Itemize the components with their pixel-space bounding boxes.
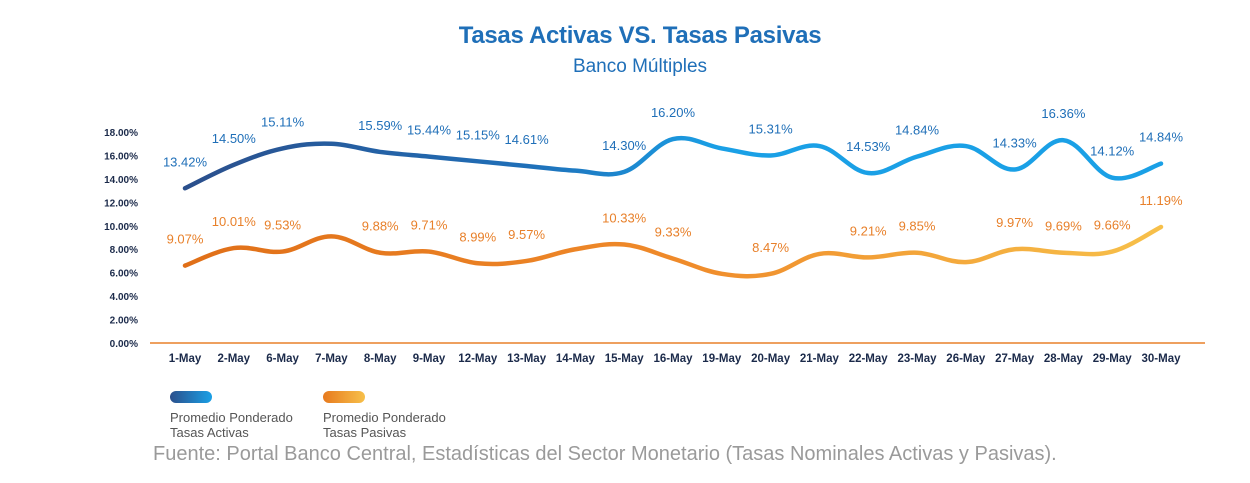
y-axis: 0.00% 2.00% 4.00% 6.00% 8.00% 10.00% 12.00% 14.… [104,128,138,350]
y-tick-label: 10.00% [104,222,138,233]
data-label-activas: 13.42% [163,154,208,169]
data-label-activas: 15.44% [407,123,452,138]
data-label-pasivas: 10.33% [602,211,647,226]
legend-item-pasivas: Promedio Ponderado Tasas Pasivas [323,391,446,440]
x-tick-label: 20-May [751,353,791,365]
x-tick-label: 7-May [315,353,348,365]
data-label-activas: 15.15% [456,127,501,142]
legend-swatch-pasivas [323,391,365,403]
y-tick-label: 4.00% [110,292,138,303]
y-tick-label: 2.00% [110,316,138,327]
x-tick-label: 26-May [946,353,986,365]
data-label-activas: 14.53% [846,139,891,154]
data-label-activas: 14.61% [505,132,550,147]
data-label-pasivas: 9.97% [996,215,1033,230]
data-label-pasivas: 11.19% [1139,193,1183,208]
data-label-activas: 14.30% [602,138,647,153]
legend-swatch-activas [170,391,212,403]
y-tick-label: 0.00% [110,339,138,350]
source-note: Fuente: Portal Banco Central, Estadístic… [153,443,1057,465]
x-tick-label: 6-May [266,353,299,365]
x-tick-label: 27-May [995,353,1035,365]
x-tick-label: 30-May [1142,353,1182,365]
x-tick-label: 16-May [654,353,694,365]
x-tick-label: 28-May [1044,353,1084,365]
data-label-activas: 16.20% [651,105,696,120]
x-tick-label: 13-May [507,353,547,365]
data-label-pasivas: 9.66% [1094,218,1131,233]
data-label-activas: 14.12% [1090,144,1135,159]
data-label-pasivas: 9.33% [655,225,692,240]
x-tick-label: 22-May [849,353,889,365]
legend-label-pasivas: Promedio Ponderado Tasas Pasivas [323,410,446,440]
data-label-activas: 14.84% [1139,130,1184,145]
data-label-pasivas: 8.47% [752,240,789,255]
x-tick-label: 9-May [413,353,446,365]
x-tick-label: 1-May [169,353,202,365]
legend-label-activas: Promedio Ponderado Tasas Activas [170,410,293,440]
x-tick-label: 2-May [217,353,250,365]
data-label-pasivas: 9.88% [362,219,399,234]
data-label-activas: 15.59% [358,118,403,133]
data-label-pasivas: 9.07% [167,232,204,247]
x-axis: 1-May 2-May 6-May 7-May 8-May 9-May 12-May 13-M… [150,342,1205,365]
data-label-activas: 16.36% [1041,106,1086,121]
data-label-activas: 15.11% [261,114,305,129]
x-tick-label: 15-May [605,353,645,365]
y-tick-label: 18.00% [104,128,138,139]
chart-title: Tasas Activas VS. Tasas Pasivas [458,22,822,49]
series-line-pasivas [182,224,1164,279]
data-label-activas: 14.50% [212,131,257,146]
data-label-pasivas: 9.69% [1045,219,1082,234]
data-label-activas: 15.31% [749,121,794,136]
x-tick-label: 23-May [898,353,938,365]
y-tick-label: 14.00% [104,175,138,186]
chart-subtitle: Banco Múltiples [572,56,708,77]
x-tick-label: 19-May [702,353,742,365]
series-layer [182,135,1164,279]
data-label-pasivas: 9.71% [411,218,448,233]
data-label-pasivas: 9.53% [264,218,301,233]
y-tick-label: 6.00% [110,269,138,280]
data-label-pasivas: 9.57% [508,227,545,242]
x-tick-label: 14-May [556,353,596,365]
data-label-activas: 14.33% [993,136,1038,151]
y-tick-label: 12.00% [104,198,138,209]
legend-item-activas: Promedio Ponderado Tasas Activas [170,391,293,440]
data-label-activas: 14.84% [895,123,940,138]
y-tick-label: 8.00% [110,245,138,256]
data-label-pasivas: 10.01% [212,214,257,229]
y-tick-label: 16.00% [104,151,138,162]
data-labels-layer: 13.42% 14.50% 15.11% 15.59% 15.44% 15.15% 14.6… [163,105,1184,255]
x-tick-label: 21-May [800,353,840,365]
x-tick-label: 8-May [364,353,397,365]
data-label-pasivas: 9.85% [899,219,936,234]
data-label-pasivas: 8.99% [459,229,496,244]
x-tick-label: 12-May [458,353,498,365]
x-tick-label: 29-May [1093,353,1133,365]
data-label-pasivas: 9.21% [850,223,887,238]
series-line-activas [182,135,1164,191]
